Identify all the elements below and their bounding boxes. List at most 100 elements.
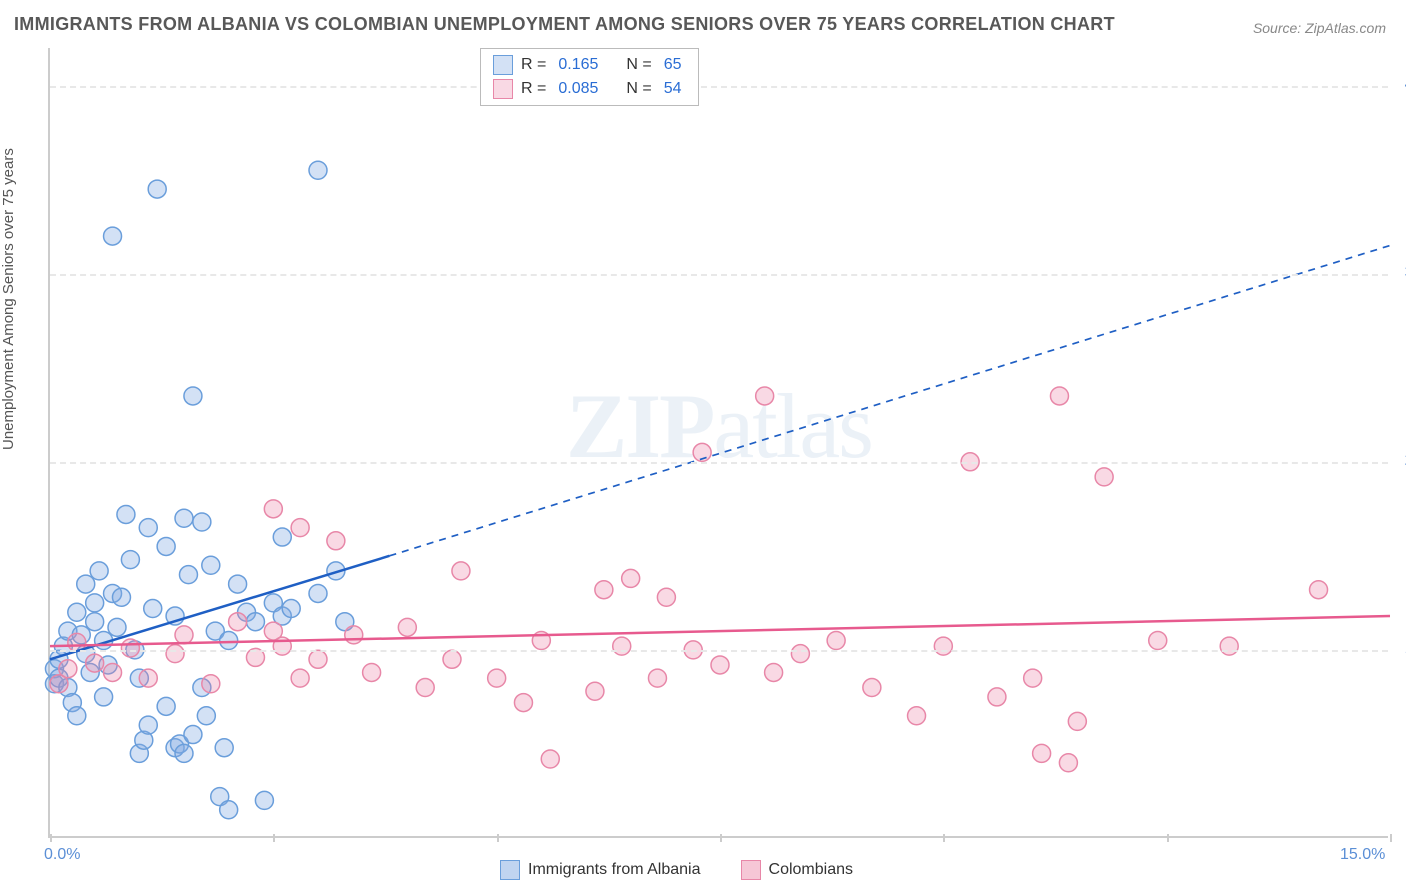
y-tick-label: 40.0% [1390,76,1406,94]
scatter-point [443,650,461,668]
scatter-point [220,632,238,650]
scatter-point [184,387,202,405]
x-tick-mark [497,834,499,842]
legend-swatch [500,860,520,880]
scatter-point [59,660,77,678]
scatter-point [291,669,309,687]
n-label: N = [626,56,651,74]
legend-swatch [493,55,513,75]
scatter-point [104,227,122,245]
series-legend: Immigrants from Albania Colombians [500,860,853,880]
scatter-point [613,637,631,655]
y-tick-label: 30.0% [1390,264,1406,282]
x-tick-mark [273,834,275,842]
gridline-h [50,86,1388,88]
n-label: N = [626,80,651,98]
scatter-point [157,537,175,555]
scatter-point [179,566,197,584]
scatter-point [184,726,202,744]
scatter-point [1220,637,1238,655]
scatter-point [197,707,215,725]
scatter-point [229,613,247,631]
gridline-h [50,650,1388,652]
scatter-point [144,600,162,618]
legend-row: R = 0.085 N = 54 [493,79,686,99]
x-tick-mark [50,834,52,842]
scatter-point [166,645,184,663]
scatter-point [1059,754,1077,772]
source-label: Source: ZipAtlas.com [1253,20,1386,36]
scatter-point [157,697,175,715]
scatter-point [452,562,470,580]
scatter-point [139,669,157,687]
gridline-h [50,274,1388,276]
r-value: 0.085 [558,80,598,98]
scatter-point [68,603,86,621]
scatter-point [1033,744,1051,762]
scatter-point [765,663,783,681]
scatter-point [1095,468,1113,486]
x-tick-mark [943,834,945,842]
scatter-point [264,500,282,518]
scatter-point [827,632,845,650]
scatter-point [86,594,104,612]
plot-svg [50,48,1388,836]
scatter-point [398,618,416,636]
scatter-point [229,575,247,593]
scatter-point [202,556,220,574]
scatter-point [586,682,604,700]
series-legend-item: Immigrants from Albania [500,860,701,880]
y-tick-label: 20.0% [1390,452,1406,470]
scatter-point [273,528,291,546]
scatter-point [711,656,729,674]
scatter-point [95,688,113,706]
legend-row: R =0.165N =65 [493,55,686,75]
scatter-point [139,519,157,537]
x-tick-mark [1167,834,1169,842]
scatter-point [139,716,157,734]
scatter-point [282,600,300,618]
scatter-point [488,669,506,687]
scatter-point [791,645,809,663]
scatter-point [657,588,675,606]
scatter-point [1024,669,1042,687]
scatter-point [202,675,220,693]
scatter-point [327,532,345,550]
x-tick-mark [720,834,722,842]
scatter-point [291,519,309,537]
r-label: R = [521,80,546,98]
scatter-point [309,650,327,668]
scatter-point [595,581,613,599]
scatter-point [622,569,640,587]
scatter-point [68,707,86,725]
scatter-point [117,505,135,523]
scatter-point [363,663,381,681]
scatter-point [345,626,363,644]
scatter-point [756,387,774,405]
scatter-point [121,639,139,657]
n-value: 54 [664,80,682,98]
scatter-point [104,663,122,681]
chart-title: IMMIGRANTS FROM ALBANIA VS COLOMBIAN UNE… [14,14,1115,35]
y-tick-label: 10.0% [1390,640,1406,658]
r-label: R = [521,56,546,74]
scatter-point [220,801,238,819]
scatter-point [934,637,952,655]
x-tick-label: 15.0% [1340,846,1385,864]
series-legend-item: Colombians [741,860,853,880]
series-legend-label: Immigrants from Albania [528,861,701,879]
scatter-point [648,669,666,687]
chart-area: ZIPatlas 10.0%20.0%30.0%40.0%0.0%15.0% [48,48,1388,838]
scatter-point [514,694,532,712]
scatter-point [1068,712,1086,730]
x-tick-mark [1390,834,1392,842]
scatter-point [1310,581,1328,599]
correlation-legend: R =0.165N =65R =0.085N =54 [480,48,699,106]
scatter-point [863,679,881,697]
scatter-point [121,551,139,569]
scatter-point [148,180,166,198]
legend-swatch [493,79,513,99]
scatter-point [246,613,264,631]
scatter-point [77,575,95,593]
scatter-point [108,618,126,636]
